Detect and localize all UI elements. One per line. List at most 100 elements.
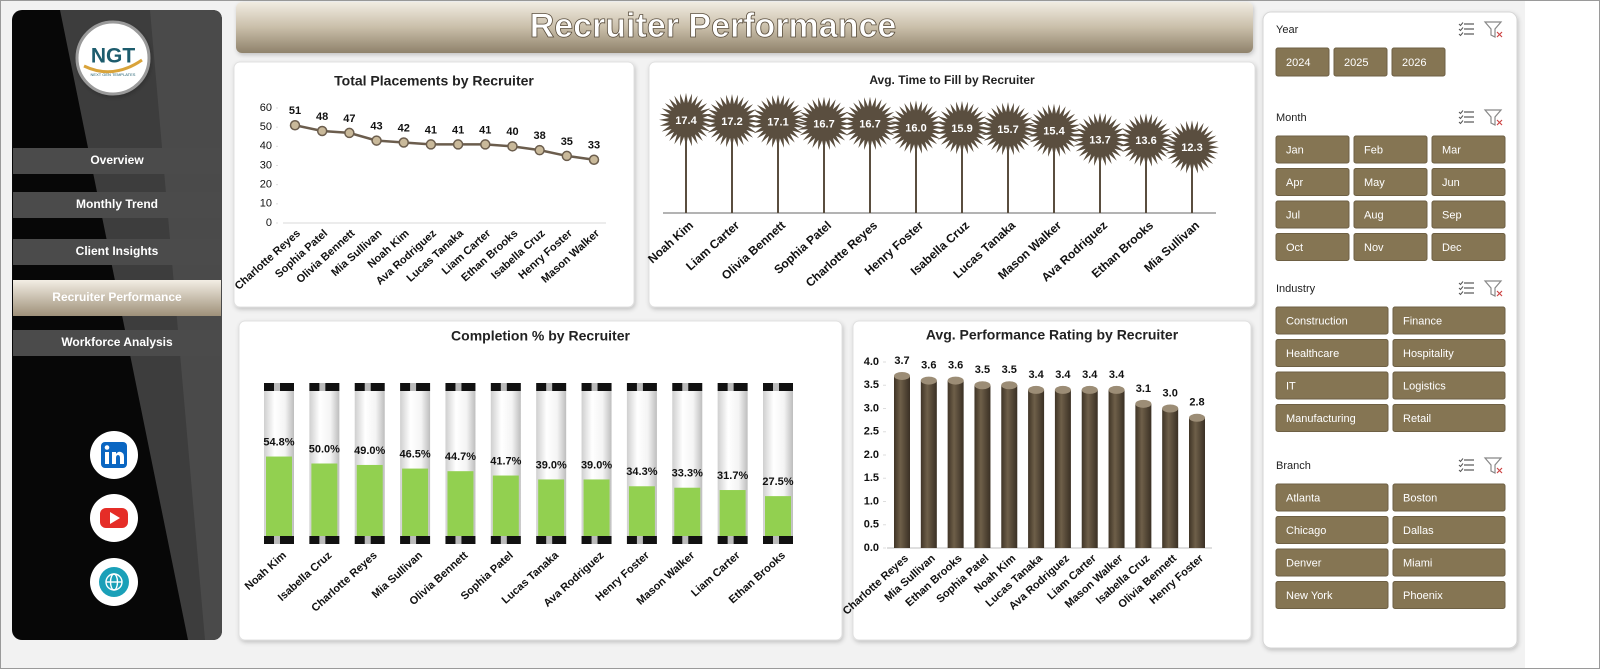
y-tick-label: 0 <box>266 217 272 229</box>
slicer-button[interactable] <box>1353 135 1428 164</box>
slicer-button[interactable] <box>1275 47 1330 77</box>
bar-top <box>1162 404 1179 413</box>
slicer-button[interactable] <box>1391 47 1446 77</box>
slicer-button[interactable] <box>1275 516 1389 544</box>
tube <box>628 486 655 536</box>
clear-filter-icon[interactable] <box>1483 457 1503 474</box>
data-label: 2.8 <box>1189 397 1204 409</box>
data-label: 47 <box>343 113 355 125</box>
tube-cap-shine <box>455 383 462 391</box>
lollipop <box>843 96 897 213</box>
multi-select-icon <box>1458 291 1464 296</box>
tube-cap-shine <box>773 383 779 391</box>
slicer-button[interactable] <box>1275 200 1350 229</box>
data-label: 15.9 <box>951 123 972 135</box>
slicer-item: Construction <box>1286 315 1348 327</box>
slicer-item: Atlanta <box>1286 492 1321 504</box>
tube-cap-shine <box>500 383 507 391</box>
slicer-button[interactable] <box>1353 233 1428 261</box>
slicer-button[interactable] <box>1275 233 1350 261</box>
tube-cap-shine <box>636 536 643 544</box>
bar-top <box>1028 385 1045 394</box>
data-label: 41 <box>425 124 437 136</box>
nav-label: Workforce Analysis <box>61 335 173 349</box>
clear-filter-icon[interactable] <box>1483 21 1503 38</box>
slicer-button[interactable] <box>1275 581 1389 609</box>
slicer-button[interactable] <box>1275 548 1389 577</box>
tube <box>447 471 474 536</box>
slicer-button[interactable] <box>1431 135 1506 164</box>
y-tick-label: 10 <box>260 198 272 210</box>
lollipop <box>935 100 989 213</box>
data-label: 40 <box>506 126 518 138</box>
slicer-button[interactable] <box>1275 339 1389 367</box>
nav-button-active[interactable] <box>13 280 221 316</box>
website-glyph <box>105 573 123 591</box>
clear-filter-icon[interactable] <box>1483 280 1503 297</box>
data-label: 41.7% <box>490 455 521 467</box>
nav-button[interactable] <box>13 239 221 265</box>
slicer-button[interactable] <box>1431 233 1506 261</box>
slicer-button[interactable] <box>1392 404 1506 432</box>
multi-select-icon <box>1458 22 1464 27</box>
data-label: 15.4 <box>1043 126 1065 138</box>
logo-text: NGT <box>91 45 136 68</box>
slicer-item: New York <box>1286 590 1333 602</box>
y-tick-label: 0.5 <box>864 519 879 531</box>
multi-select-icon <box>1458 463 1464 468</box>
slicer-button[interactable] <box>1275 371 1389 400</box>
page-title: Recruiter Performance <box>530 7 897 45</box>
slicer-item: Logistics <box>1403 380 1446 392</box>
bar <box>974 385 991 548</box>
point <box>588 154 600 165</box>
slicer-button[interactable] <box>1392 483 1506 512</box>
slicer-button[interactable] <box>1392 581 1506 609</box>
nav-button[interactable] <box>13 192 221 218</box>
slicer-button[interactable] <box>1333 47 1388 77</box>
clear-filter-icon <box>1496 290 1503 297</box>
bar-top <box>1135 399 1152 408</box>
data-label: 3.4 <box>1109 369 1125 381</box>
point <box>507 141 518 152</box>
tube-cap-shine <box>546 383 553 391</box>
bar <box>1081 389 1098 548</box>
slicer-button[interactable] <box>1392 339 1506 367</box>
slicer-button[interactable] <box>1392 306 1506 335</box>
tube-cap-shine <box>319 536 326 544</box>
slicer-item: Phoenix <box>1403 590 1443 602</box>
slicer-item: Finance <box>1403 315 1442 327</box>
data-label: 3.5 <box>1002 364 1017 376</box>
header-bar <box>236 2 1253 53</box>
multi-select-icon <box>1458 458 1464 463</box>
slicer-button[interactable] <box>1275 404 1389 432</box>
slicer-button[interactable] <box>1431 168 1506 196</box>
slicer-item: Feb <box>1364 144 1383 156</box>
slicer-button[interactable] <box>1275 168 1350 196</box>
slicer-button[interactable] <box>1275 306 1389 335</box>
slicer-button[interactable] <box>1353 200 1428 229</box>
data-label: 3.1 <box>1136 383 1151 395</box>
tube <box>266 456 292 536</box>
slicer-button[interactable] <box>1275 135 1350 164</box>
slicer-button[interactable] <box>1392 371 1506 400</box>
slicer-button[interactable] <box>1431 200 1506 229</box>
multi-select-icon <box>1458 27 1464 32</box>
nav-button[interactable] <box>13 330 221 356</box>
tube-cap-shine <box>727 536 734 544</box>
slicer-button[interactable] <box>1353 168 1428 196</box>
bar <box>1135 403 1152 548</box>
tube-cap-shine <box>500 536 507 544</box>
clear-filter-icon[interactable] <box>1483 109 1503 126</box>
data-label: 51 <box>289 105 301 117</box>
slicer-button[interactable] <box>1392 548 1506 577</box>
nav-label: Overview <box>90 153 144 167</box>
bar <box>947 380 964 548</box>
nav-label: Monthly Trend <box>76 197 158 211</box>
tube-cap-shine <box>274 536 280 544</box>
nav-button[interactable] <box>13 148 221 174</box>
slicer-button[interactable] <box>1275 483 1389 512</box>
tube <box>538 479 565 536</box>
slicer-button[interactable] <box>1392 516 1506 544</box>
multi-select-icon <box>1458 110 1464 115</box>
bar-top <box>974 381 991 390</box>
